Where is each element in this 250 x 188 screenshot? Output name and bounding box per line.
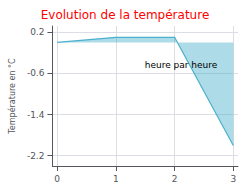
svg-text:-0.6: -0.6 xyxy=(27,68,45,78)
svg-text:heure par heure: heure par heure xyxy=(145,60,218,70)
svg-text:Evolution de la température: Evolution de la température xyxy=(41,8,210,22)
svg-text:0: 0 xyxy=(54,174,60,184)
svg-text:-2.2: -2.2 xyxy=(27,151,45,161)
svg-text:3: 3 xyxy=(230,174,236,184)
svg-text:0.2: 0.2 xyxy=(30,27,44,37)
svg-text:2: 2 xyxy=(172,174,178,184)
svg-text:1: 1 xyxy=(113,174,119,184)
svg-text:-1.4: -1.4 xyxy=(27,110,45,120)
svg-text:Température en °C: Température en °C xyxy=(7,58,17,135)
